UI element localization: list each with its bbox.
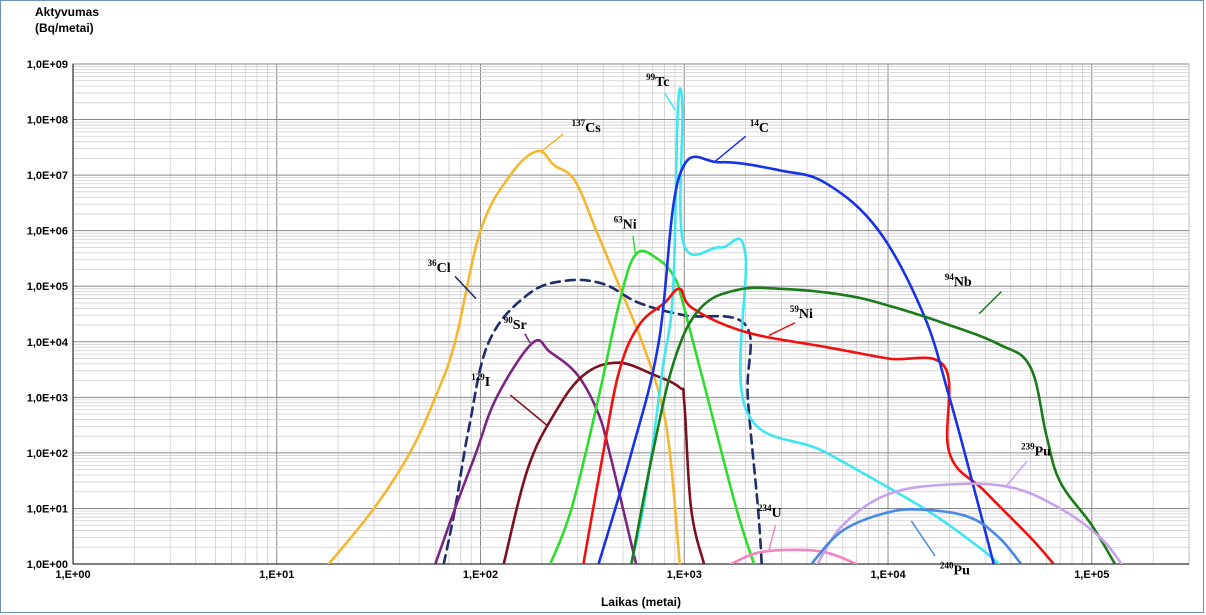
series-label-symbol: U (771, 506, 781, 521)
series-label-mass: 137 (572, 118, 586, 128)
y-tick-label: 1,0E+03 (27, 392, 68, 404)
leader-line-99Tc (663, 92, 676, 111)
leader-line-234U (768, 524, 777, 552)
y-tick-label: 1,0E+01 (27, 503, 68, 515)
y-tick-label: 1,0E+04 (27, 337, 69, 349)
series-label-mass: 99 (646, 72, 656, 82)
series-label-mass: 240 (940, 560, 954, 570)
series-line-59Ni (582, 287, 1055, 564)
y-tick-label: 1,0E+05 (27, 281, 68, 293)
series-label-symbol: Cl (437, 261, 451, 276)
series-label-symbol: Sr (513, 318, 527, 333)
series-label-240Pu: 240Pu (940, 560, 970, 578)
series-label-symbol: Pu (1035, 444, 1052, 459)
leader-line-36Cl (454, 275, 477, 300)
series-line-36Cl (442, 278, 763, 564)
series-group (327, 87, 1123, 564)
series-label-mass: 234 (758, 503, 772, 513)
y-tick-label: 1,0E+09 (27, 59, 68, 71)
series-label-mass: 94 (945, 272, 955, 282)
series-label-14C: 14C (750, 118, 769, 136)
series-line-240Pu (810, 507, 1023, 564)
series-label-mass: 59 (790, 304, 800, 314)
series-label-mass: 63 (614, 214, 624, 224)
series-label-symbol: I (485, 375, 490, 390)
series-label-symbol: Tc (655, 75, 669, 90)
leader-line-129I (509, 394, 549, 427)
series-label-mass: 239 (1021, 441, 1035, 451)
series-label-symbol: C (759, 121, 769, 136)
x-tick-label: 1,E+00 (55, 569, 90, 581)
series-line-90Sr (434, 338, 638, 564)
series-label-symbol: Ni (623, 217, 637, 232)
series-label-mass: 129 (471, 372, 485, 382)
y-tick-label: 1,0E+06 (27, 226, 68, 238)
series-label-symbol: Pu (954, 563, 971, 578)
leader-line-239Pu (1005, 461, 1028, 487)
y-tick-label: 1,0E+07 (27, 170, 68, 182)
series-label-symbol: Nb (954, 275, 972, 290)
x-tick-label: 1,E+01 (259, 569, 294, 581)
leader-line-137Cs (541, 133, 564, 152)
series-label-symbol: Ni (799, 307, 813, 322)
series-label-90Sr: 90Sr (504, 315, 527, 333)
series-label-239Pu: 239Pu (1021, 441, 1051, 459)
series-label-234U: 234U (758, 503, 782, 521)
series-label-mass: 14 (750, 118, 760, 128)
leader-line-59Ni (768, 322, 796, 337)
leader-line-90Sr (524, 333, 531, 344)
series-line-129I (502, 361, 706, 564)
series-line-239Pu (816, 482, 1123, 564)
leader-line-63Ni (632, 235, 637, 254)
series-label-94Nb: 94Nb (945, 272, 972, 290)
series-line-137Cs (327, 149, 681, 564)
series-label-137Cs: 137Cs (572, 118, 602, 136)
y-tick-label: 1,0E+02 (27, 448, 68, 460)
y-axis-title-line1: Aktyvumas (35, 5, 100, 19)
series-label-mass: 90 (504, 315, 514, 325)
series-label-mass: 36 (428, 258, 438, 268)
series-label-63Ni: 63Ni (614, 214, 637, 232)
y-axis-title-line2: (Bq/metai) (35, 21, 94, 35)
series-line-14C (597, 155, 995, 564)
x-tick-label: 1,E+02 (463, 569, 498, 581)
series-line-63Ni (549, 249, 756, 564)
x-tick-label: 1,E+05 (1074, 569, 1109, 581)
x-axis-title: Laikas (metai) (600, 595, 682, 609)
series-label-symbol: Cs (585, 121, 601, 136)
series-line-99Tc (630, 87, 1001, 564)
series-label-129I: 129I (471, 372, 490, 390)
leader-line-14C (713, 135, 747, 163)
series-line-94Nb (630, 286, 1117, 564)
series-label-36Cl: 36Cl (428, 258, 451, 276)
y-tick-label: 1,0E+00 (27, 559, 68, 571)
y-tick-label: 1,0E+08 (27, 115, 68, 127)
series-label-99Tc: 99Tc (646, 72, 669, 90)
leader-line-94Nb (978, 291, 1002, 315)
series-line-234U (729, 548, 858, 564)
x-tick-label: 1,E+04 (870, 569, 906, 581)
leader-line-240Pu (910, 520, 936, 557)
series-label-59Ni: 59Ni (790, 304, 813, 322)
x-tick-label: 1,E+03 (667, 569, 702, 581)
